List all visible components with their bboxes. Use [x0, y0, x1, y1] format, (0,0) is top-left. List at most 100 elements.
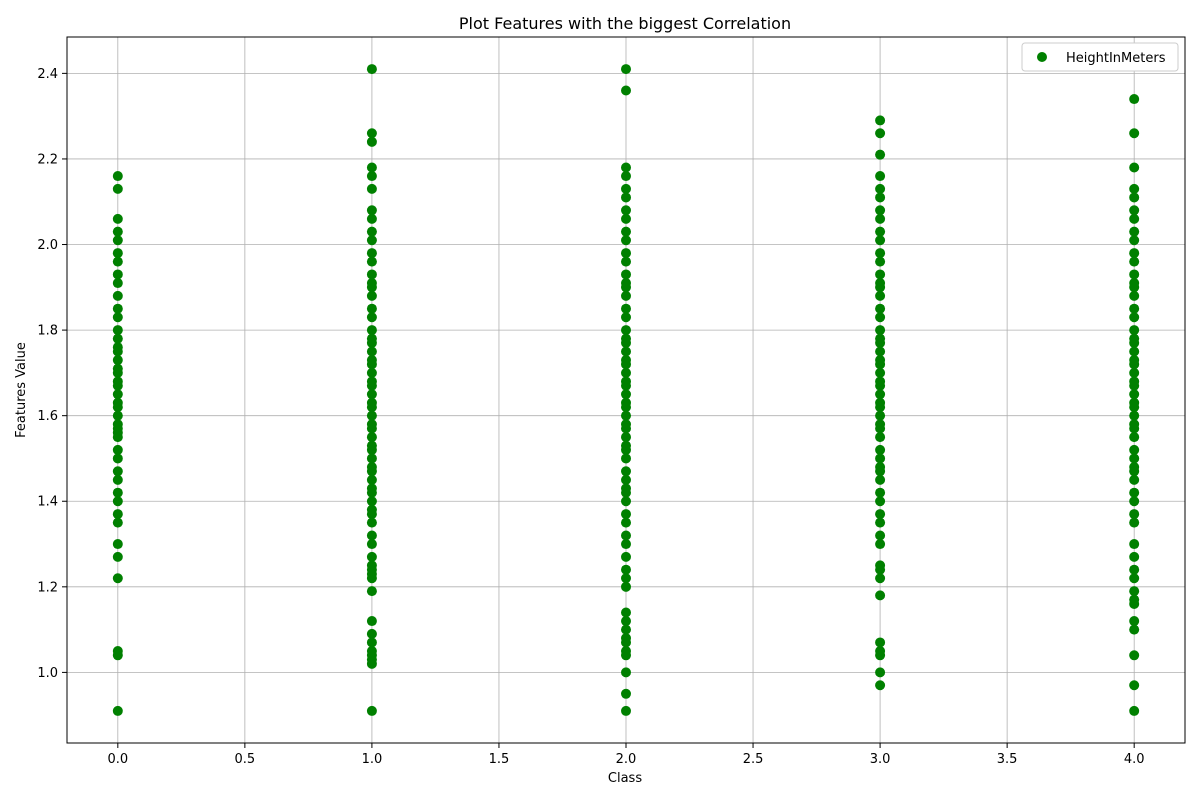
data-point	[621, 269, 631, 280]
x-axis: 0.0 0.5 1.0 1.5 2.0 2.5 3.0 3.5 4.0	[107, 743, 1145, 767]
y-tick-label: 2.4	[37, 67, 58, 82]
data-point	[875, 573, 886, 584]
data-point	[366, 303, 377, 314]
data-point	[621, 646, 631, 657]
data-point	[875, 453, 886, 464]
data-point	[621, 85, 631, 96]
data-point	[621, 573, 631, 584]
data-point	[1129, 183, 1140, 194]
data-point	[875, 149, 886, 160]
data-point	[621, 440, 631, 451]
y-tick-label: 1.2	[37, 580, 58, 595]
data-point	[875, 367, 886, 378]
data-point	[1129, 333, 1140, 344]
data-point	[112, 226, 123, 237]
data-point	[1129, 303, 1140, 314]
data-point	[366, 278, 377, 289]
data-point	[1129, 586, 1140, 597]
data-point	[621, 367, 631, 378]
data-point	[621, 355, 631, 366]
data-point	[1129, 278, 1140, 289]
data-point	[621, 376, 631, 387]
data-point	[1129, 376, 1140, 387]
data-point	[366, 213, 377, 224]
data-point	[366, 397, 377, 408]
data-point	[366, 183, 377, 194]
data-point	[875, 355, 886, 366]
data-point	[875, 474, 886, 485]
data-point	[621, 290, 631, 301]
data-point	[621, 453, 631, 464]
data-point	[366, 290, 377, 301]
data-point	[112, 376, 123, 387]
data-points	[112, 64, 1140, 716]
data-point	[875, 517, 886, 528]
data-point	[112, 419, 123, 430]
data-point	[1129, 474, 1140, 485]
y-tick-label: 1.8	[37, 324, 58, 339]
data-point	[875, 290, 886, 301]
data-point	[1129, 235, 1140, 246]
x-tick-label: 1.0	[362, 752, 383, 767]
data-point	[1129, 162, 1140, 173]
data-point	[112, 646, 123, 657]
data-point	[1129, 517, 1140, 528]
data-point	[366, 474, 377, 485]
data-point	[875, 667, 886, 678]
data-point	[875, 312, 886, 323]
data-point	[366, 376, 377, 387]
data-point	[366, 226, 377, 237]
data-point	[875, 419, 886, 430]
data-point	[366, 462, 377, 473]
data-point	[1129, 509, 1140, 520]
data-point	[875, 115, 886, 126]
data-point	[366, 355, 377, 366]
data-point	[875, 235, 886, 246]
data-point	[112, 290, 123, 301]
data-point	[112, 397, 123, 408]
data-point	[621, 530, 631, 541]
data-point	[112, 325, 123, 336]
data-point	[1129, 705, 1140, 716]
data-point	[1129, 624, 1140, 635]
data-point	[366, 269, 377, 280]
data-point	[366, 333, 377, 344]
legend-marker	[1037, 52, 1047, 62]
chart-title: Plot Features with the biggest Correlati…	[459, 14, 791, 33]
data-point	[875, 205, 886, 216]
data-point	[875, 171, 886, 182]
data-point	[112, 171, 123, 182]
data-point	[621, 509, 631, 520]
data-point	[112, 363, 123, 374]
data-point	[621, 389, 631, 400]
data-point	[366, 325, 377, 336]
data-point	[1129, 226, 1140, 237]
data-point	[1129, 453, 1140, 464]
data-point	[366, 539, 377, 550]
data-point	[366, 346, 377, 357]
data-point	[875, 213, 886, 224]
data-point	[621, 539, 631, 550]
data-point	[112, 355, 123, 366]
data-point	[875, 487, 886, 498]
data-point	[366, 64, 377, 75]
data-point	[1129, 444, 1140, 455]
data-point	[621, 483, 631, 494]
data-point	[1129, 680, 1140, 691]
data-point	[366, 128, 377, 139]
data-point	[1129, 419, 1140, 430]
data-point	[366, 551, 377, 562]
data-point	[875, 509, 886, 520]
data-point	[112, 517, 123, 528]
data-point	[366, 560, 377, 571]
data-point	[366, 248, 377, 259]
data-point	[621, 205, 631, 216]
data-point	[112, 474, 123, 485]
data-point	[875, 680, 886, 691]
data-point	[112, 278, 123, 289]
data-point	[875, 590, 886, 601]
y-axis: 1.0 1.2 1.4 1.6 1.8 2.0 2.2 2.4	[37, 67, 67, 681]
data-point	[366, 705, 377, 716]
